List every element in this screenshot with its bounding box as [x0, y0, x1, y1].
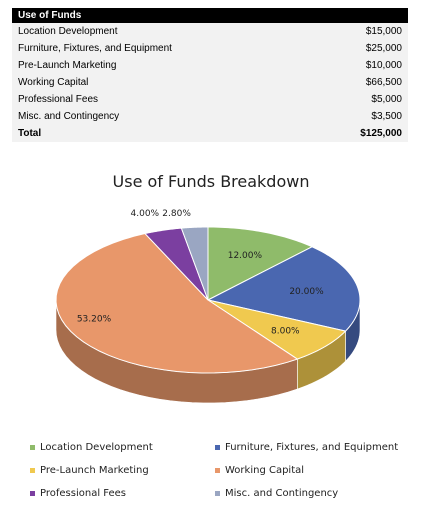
total-label: Total — [12, 125, 276, 142]
data-label: 20.00% — [289, 287, 324, 297]
row-amount: $15,000 — [276, 23, 408, 40]
pie-slice — [207, 299, 347, 360]
pie-slice — [55, 233, 299, 374]
pie-slice — [206, 246, 361, 332]
legend-label: Location Development — [40, 442, 153, 453]
legend-item: Misc. and Contingency — [215, 488, 338, 499]
row-label: Pre-Launch Marketing — [12, 57, 276, 74]
row-label: Location Development — [12, 23, 276, 40]
table-row: Location Development $15,000 — [12, 23, 408, 40]
chart-title: Use of Funds Breakdown — [112, 172, 310, 191]
legend-label: Working Capital — [225, 465, 305, 476]
row-amount: $10,000 — [276, 57, 408, 74]
table-row: Misc. and Contingency $3,500 — [12, 108, 408, 125]
legend-item: Furniture, Fixtures, and Equipment — [215, 442, 398, 453]
row-label: Misc. and Contingency — [12, 108, 276, 125]
legend-item: Professional Fees — [30, 488, 126, 499]
row-amount: $66,500 — [276, 74, 408, 91]
row-label: Professional Fees — [12, 91, 276, 108]
table-header: Use of Funds — [12, 8, 408, 23]
table-row: Working Capital $66,500 — [12, 74, 408, 91]
legend-label: Furniture, Fixtures, and Equipment — [225, 442, 399, 453]
pie-slice — [180, 226, 209, 301]
legend-swatch — [215, 491, 220, 496]
data-label: 53.20% — [77, 314, 112, 324]
legend-swatch — [215, 445, 220, 450]
legend-swatch — [215, 468, 220, 473]
row-amount: $25,000 — [276, 40, 408, 57]
data-label: 8.00% — [271, 327, 300, 337]
legend-label: Pre-Launch Marketing — [40, 465, 149, 476]
legend-label: Misc. and Contingency — [225, 488, 339, 499]
use-of-funds-table: Use of Funds Location Development $15,000… — [12, 8, 408, 142]
data-label: 12.00% — [228, 251, 263, 261]
data-label: 4.00% — [131, 209, 160, 219]
legend-swatch — [30, 491, 35, 496]
row-amount: $5,000 — [276, 91, 408, 108]
pie-slice — [207, 226, 314, 301]
row-label: Working Capital — [12, 74, 276, 91]
data-label: 2.80% — [162, 209, 191, 219]
legend-swatch — [30, 445, 35, 450]
total-amount: $125,000 — [276, 125, 408, 142]
row-amount: $3,500 — [276, 108, 408, 125]
legend-label: Professional Fees — [40, 488, 126, 499]
legend-swatch — [30, 468, 35, 473]
legend-item: Working Capital — [215, 465, 304, 476]
row-label: Furniture, Fixtures, and Equipment — [12, 40, 276, 57]
legend-item: Location Development — [30, 442, 153, 453]
table-row: Professional Fees $5,000 — [12, 91, 408, 108]
total-row: Total $125,000 — [12, 125, 408, 142]
table-row: Pre-Launch Marketing $10,000 — [12, 57, 408, 74]
pie-slice — [144, 227, 209, 301]
table-row: Furniture, Fixtures, and Equipment $25,00… — [12, 40, 408, 57]
legend-item: Pre-Launch Marketing — [30, 465, 149, 476]
